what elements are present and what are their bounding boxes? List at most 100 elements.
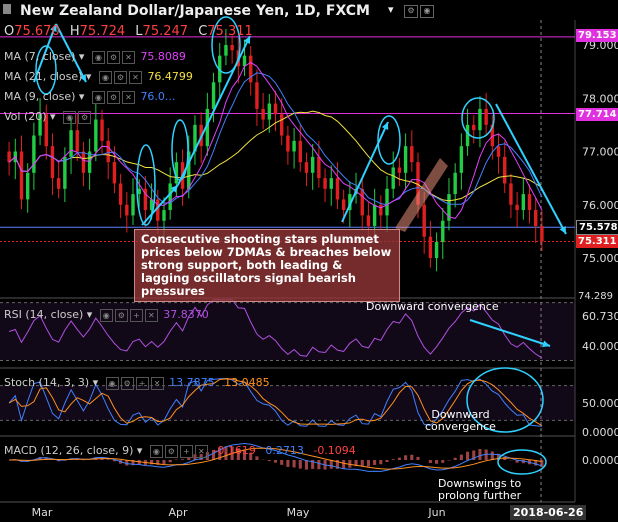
ohlc-row: O75.670 H75.724 L75.247 C75.311: [4, 24, 253, 39]
candle-body: [292, 140, 296, 152]
delete-icon[interactable]: ✕: [150, 376, 164, 390]
rsi-line: [8, 299, 543, 359]
macd-signal-line: [9, 447, 542, 470]
delete-icon[interactable]: ✕: [194, 444, 208, 458]
stoch-legend[interactable]: Stoch (14, 3, 3) ▾ ◉ ⚙ + ✕ 13.7875 13.0485: [4, 376, 270, 390]
macd-hist-value: -0.1094: [313, 444, 356, 457]
highlight-oval: [377, 115, 401, 165]
candle-body: [174, 162, 179, 184]
candle-body: [410, 146, 414, 163]
close-value: 75.311: [207, 24, 253, 39]
add-icon[interactable]: +: [179, 444, 193, 458]
candle-body: [360, 188, 364, 216]
x-tick-label: May: [287, 506, 310, 519]
candle-body: [81, 151, 86, 173]
rsi-trend-arrow-head: [542, 340, 550, 348]
candle-body: [255, 82, 259, 109]
add-icon[interactable]: +: [135, 376, 149, 390]
candle-body: [143, 188, 148, 211]
eye-icon[interactable]: ◉: [420, 5, 434, 18]
trend-arrow: [33, 23, 57, 83]
settings-icon[interactable]: ⚙: [120, 376, 134, 390]
highlight-oval: [136, 144, 156, 226]
macd-signal-value: 0.2713: [265, 444, 304, 457]
delete-icon[interactable]: ✕: [121, 90, 135, 104]
price-label-top: 79.153: [576, 29, 618, 42]
candle-body: [32, 135, 36, 173]
candle-body: [515, 204, 519, 211]
settings-icon[interactable]: ⚙: [106, 90, 120, 104]
y-tick-label: 79.000: [582, 39, 618, 52]
delete-icon[interactable]: ✕: [128, 70, 142, 84]
stoch-tick: 50.0000: [582, 397, 618, 410]
candle-body: [19, 151, 24, 200]
candle-body: [521, 194, 526, 211]
eye-icon[interactable]: ◉: [91, 50, 105, 64]
eye-icon[interactable]: ◉: [105, 376, 119, 390]
highlight-oval: [461, 97, 495, 139]
delete-icon[interactable]: ✕: [144, 308, 158, 322]
candle-body: [310, 156, 315, 173]
settings-icon[interactable]: ⚙: [114, 308, 128, 322]
analysis-note: Consecutive shooting stars plummet price…: [134, 229, 400, 302]
price-label-mid: 77.714: [576, 108, 618, 121]
date-badge: 2018-06-26: [510, 505, 587, 520]
stoch-tick: 0.0000: [582, 426, 618, 439]
eye-icon[interactable]: ◉: [99, 308, 113, 322]
settings-icon[interactable]: ⚙: [164, 444, 178, 458]
trend-arrow-head: [50, 24, 57, 32]
ma9-legend[interactable]: MA (9, close) ▾ ◉ ⚙ ✕ 76.0...: [4, 90, 176, 104]
add-icon[interactable]: +: [129, 308, 143, 322]
candle-body: [329, 178, 333, 189]
candle-body: [366, 215, 371, 227]
candle-body: [304, 162, 309, 173]
rsi-annotation: Downward convergence: [366, 300, 499, 313]
candle-body: [230, 45, 234, 51]
settings-icon[interactable]: ⚙: [113, 70, 127, 84]
candle-body: [106, 140, 110, 163]
candle-body: [323, 178, 327, 189]
candle-body: [490, 124, 495, 147]
rsi-legend[interactable]: RSI (14, close) ▾ ◉ ⚙ + ✕ 37.8370: [4, 308, 209, 322]
stoch-d-value: 13.0485: [224, 376, 270, 389]
macd-legend[interactable]: MACD (12, 26, close, 9) ▾ ◉ ⚙ + ✕ -0.1619 0…: [4, 444, 356, 458]
candle-body: [465, 124, 470, 147]
candle-body: [453, 172, 457, 195]
candle-body: [261, 108, 265, 120]
eye-icon[interactable]: ◉: [98, 70, 112, 84]
collapse-icon[interactable]: [3, 4, 11, 14]
candle-body: [372, 204, 377, 227]
ma7-legend[interactable]: MA (7, close) ▾ ◉ ⚙ ✕ 75.8089: [4, 50, 186, 64]
chevron-down-icon[interactable]: ▾: [388, 3, 394, 16]
candle-body: [434, 242, 439, 258]
y-tick-label: 78.000: [582, 92, 618, 105]
candle-body: [286, 135, 290, 152]
trend-arrow-head: [170, 185, 178, 193]
candle-body: [100, 119, 104, 141]
vol-legend[interactable]: Vol (20) ▾ ◉ ⚙: [4, 110, 93, 124]
candle-body: [379, 204, 383, 216]
settings-icon[interactable]: ⚙: [404, 5, 418, 18]
rsi-tick: 40.0000: [582, 340, 618, 353]
salmon-arrow: [395, 158, 448, 232]
y-tick-label: 77.000: [582, 146, 618, 159]
candle-body: [335, 178, 340, 200]
stoch-oval: [466, 367, 544, 433]
candle-body: [50, 146, 55, 179]
candle-body: [397, 167, 402, 173]
delete-icon[interactable]: ✕: [121, 50, 135, 64]
candle-body: [25, 172, 30, 200]
candle-body: [94, 119, 98, 152]
settings-icon[interactable]: ⚙: [78, 110, 92, 124]
ma21-legend[interactable]: MA (21, close) ▾ ◉ ⚙ ✕ 76.4799: [4, 70, 193, 84]
eye-icon[interactable]: ◉: [63, 110, 77, 124]
settings-icon[interactable]: ⚙: [106, 50, 120, 64]
candle-body: [279, 114, 284, 136]
eye-icon[interactable]: ◉: [91, 90, 105, 104]
symbol-title[interactable]: New Zealand Dollar/Japanese Yen, 1D, FXC…: [20, 3, 370, 19]
rsi-value: 37.8370: [163, 308, 209, 321]
eye-icon[interactable]: ◉: [149, 444, 163, 458]
candle-body: [69, 130, 73, 157]
candle-body: [118, 183, 123, 205]
candle-body: [205, 108, 210, 147]
